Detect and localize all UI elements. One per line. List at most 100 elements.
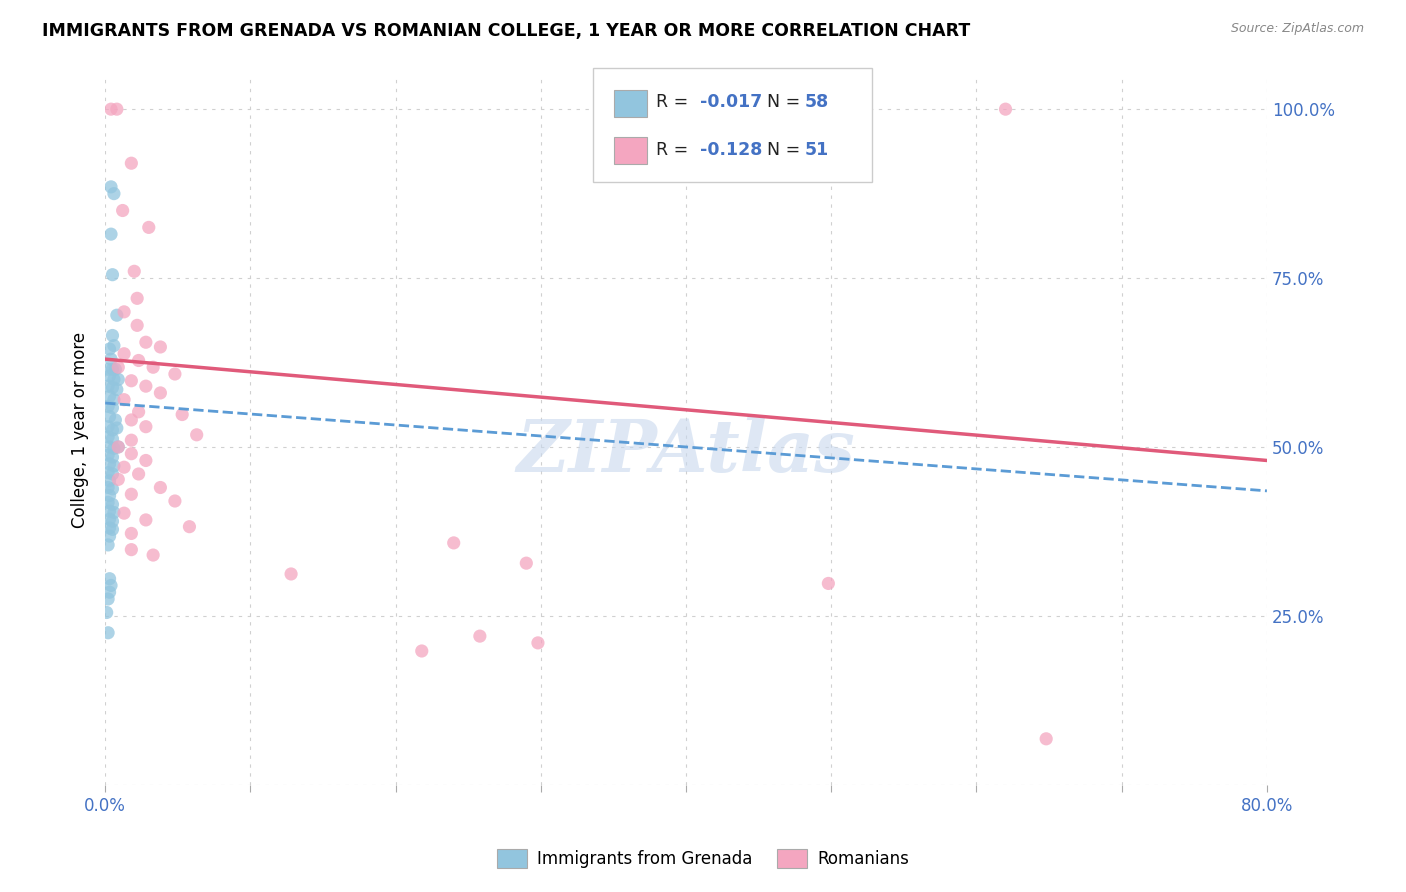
Point bbox=[515, 556, 537, 570]
Point bbox=[101, 423, 124, 437]
Point bbox=[96, 606, 118, 620]
Point bbox=[97, 362, 120, 376]
Point bbox=[98, 457, 121, 471]
Point bbox=[104, 362, 127, 376]
Point bbox=[120, 434, 142, 448]
Point bbox=[704, 102, 727, 116]
Point bbox=[120, 447, 142, 461]
Point bbox=[280, 566, 302, 581]
Point bbox=[411, 644, 433, 658]
Point bbox=[112, 305, 135, 319]
Point bbox=[103, 442, 125, 456]
Point bbox=[112, 506, 135, 520]
Text: N =: N = bbox=[756, 141, 806, 159]
Point bbox=[107, 440, 129, 454]
Point bbox=[127, 318, 149, 333]
Point bbox=[149, 385, 172, 400]
FancyBboxPatch shape bbox=[614, 137, 647, 164]
Point bbox=[994, 102, 1017, 116]
Point bbox=[97, 379, 120, 393]
FancyBboxPatch shape bbox=[614, 89, 647, 117]
Point bbox=[101, 268, 124, 282]
Y-axis label: College, 1 year or more: College, 1 year or more bbox=[72, 332, 89, 528]
Point bbox=[98, 504, 121, 518]
Point bbox=[97, 430, 120, 444]
Point bbox=[103, 372, 125, 386]
Point bbox=[468, 629, 491, 643]
Point bbox=[98, 389, 121, 403]
FancyBboxPatch shape bbox=[593, 69, 872, 182]
Point bbox=[98, 440, 121, 454]
Point bbox=[101, 362, 124, 376]
Point bbox=[112, 392, 135, 407]
Text: 58: 58 bbox=[804, 94, 828, 112]
Point bbox=[135, 453, 157, 467]
Point bbox=[120, 542, 142, 557]
Point bbox=[120, 487, 142, 501]
Point bbox=[103, 392, 125, 407]
Point bbox=[101, 432, 124, 446]
Point bbox=[100, 227, 122, 242]
Point bbox=[101, 497, 124, 511]
Text: -0.017: -0.017 bbox=[700, 94, 762, 112]
Point bbox=[103, 186, 125, 201]
Point bbox=[120, 374, 142, 388]
Point bbox=[120, 526, 142, 541]
Point bbox=[127, 291, 149, 305]
Point bbox=[101, 450, 124, 464]
Point bbox=[97, 591, 120, 606]
Point bbox=[100, 578, 122, 592]
Point bbox=[172, 408, 194, 422]
Point bbox=[135, 419, 157, 434]
Point bbox=[122, 264, 145, 278]
Point bbox=[97, 466, 120, 480]
Point bbox=[98, 474, 121, 488]
Point bbox=[186, 427, 208, 442]
Point bbox=[128, 405, 150, 419]
Point bbox=[527, 636, 550, 650]
Point bbox=[100, 352, 122, 367]
Point bbox=[111, 203, 134, 218]
Point bbox=[135, 335, 157, 350]
Point bbox=[107, 440, 129, 454]
Text: Source: ZipAtlas.com: Source: ZipAtlas.com bbox=[1230, 22, 1364, 36]
Point bbox=[112, 347, 135, 361]
Point bbox=[98, 572, 121, 586]
Point bbox=[97, 419, 120, 434]
Point bbox=[101, 380, 124, 394]
Point bbox=[149, 340, 172, 354]
Point bbox=[105, 308, 128, 322]
Point bbox=[107, 472, 129, 486]
Point bbox=[112, 460, 135, 475]
Point bbox=[149, 481, 172, 495]
Point bbox=[128, 353, 150, 368]
Point bbox=[97, 448, 120, 462]
Point bbox=[97, 495, 120, 509]
Point bbox=[105, 383, 128, 397]
Point bbox=[103, 458, 125, 473]
Point bbox=[120, 156, 142, 170]
Point bbox=[817, 576, 839, 591]
Point bbox=[101, 482, 124, 496]
Point bbox=[142, 360, 165, 375]
Point bbox=[100, 102, 122, 116]
Point bbox=[98, 521, 121, 535]
Point bbox=[101, 328, 124, 343]
Text: -0.128: -0.128 bbox=[700, 141, 762, 159]
Point bbox=[97, 481, 120, 495]
Point bbox=[128, 467, 150, 481]
Point bbox=[98, 512, 121, 526]
Point bbox=[107, 360, 129, 375]
Point bbox=[138, 220, 160, 235]
Text: R =: R = bbox=[655, 141, 693, 159]
Point bbox=[97, 538, 120, 552]
Point bbox=[98, 369, 121, 384]
Point bbox=[98, 489, 121, 503]
Point bbox=[101, 522, 124, 536]
Point bbox=[105, 102, 128, 116]
Text: IMMIGRANTS FROM GRENADA VS ROMANIAN COLLEGE, 1 YEAR OR MORE CORRELATION CHART: IMMIGRANTS FROM GRENADA VS ROMANIAN COLL… bbox=[42, 22, 970, 40]
Point bbox=[97, 400, 120, 414]
Text: N =: N = bbox=[756, 94, 806, 112]
Point bbox=[163, 494, 186, 508]
Point bbox=[100, 179, 122, 194]
